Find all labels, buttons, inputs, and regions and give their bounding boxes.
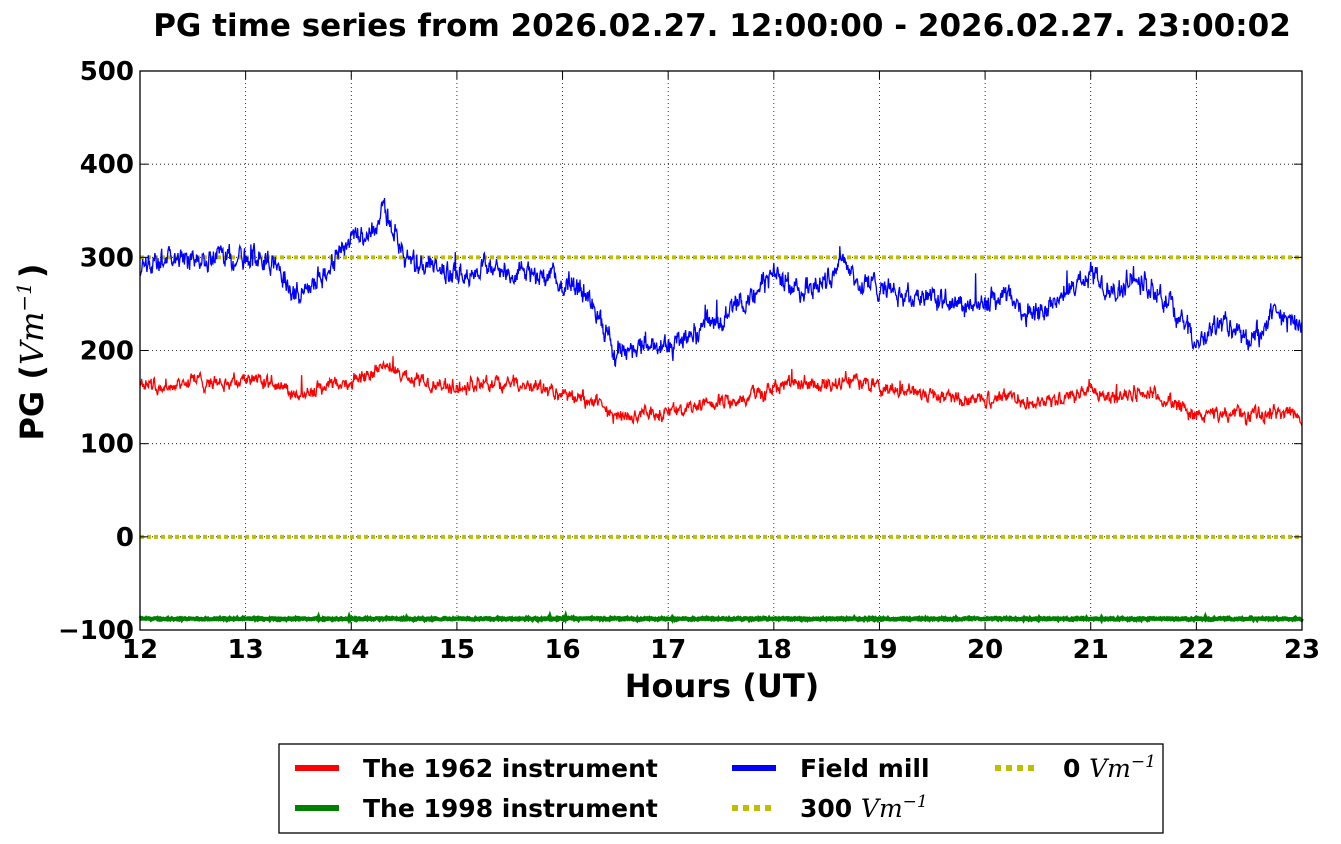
chart-title: PG time series from 2026.02.27. 12:00:00… xyxy=(153,8,1291,44)
x-tick-label: 23 xyxy=(1284,635,1320,665)
y-axis-label-suffix: ) xyxy=(13,263,51,278)
legend: The 1962 instrument The 1998 instrument Fi… xyxy=(278,743,1164,834)
x-tick-label: 17 xyxy=(650,635,686,665)
legend-label-text: 0 xyxy=(1063,754,1089,783)
legend-label-text: Field mill xyxy=(800,754,930,783)
series-line-1 xyxy=(138,609,1304,625)
x-tick-label: 13 xyxy=(228,635,264,665)
y-axis-label-unit: Vm xyxy=(13,312,51,365)
legend-items: The 1962 instrument The 1998 instrument Fi… xyxy=(295,752,1156,823)
x-tick-label: 14 xyxy=(333,635,369,665)
series-line-2 xyxy=(139,197,1303,368)
legend-item-1: The 1998 instrument xyxy=(295,794,658,823)
y-tick-label: 200 xyxy=(80,337,134,367)
y-tick-label: 400 xyxy=(80,150,134,180)
x-tick-label: 12 xyxy=(122,635,158,665)
y-axis-label-prefix: PG ( xyxy=(13,365,51,440)
series-line-0 xyxy=(139,356,1303,427)
legend-item-2: Field mill xyxy=(732,754,930,783)
legend-item-4: 0 Vm−1 xyxy=(995,752,1156,783)
legend-item-3: 300 Vm−1 xyxy=(732,792,928,823)
legend-label: The 1962 instrument xyxy=(363,754,658,783)
legend-label: 0 Vm−1 xyxy=(1063,752,1156,783)
x-tick-label: 19 xyxy=(861,635,897,665)
y-axis-label-exponent: −1 xyxy=(12,282,36,311)
x-tick-label: 15 xyxy=(439,635,475,665)
y-tick-label: 0 xyxy=(116,523,134,553)
legend-label-text: 300 xyxy=(800,794,861,823)
y-tick-label: 300 xyxy=(80,243,134,273)
x-axis-label: Hours (UT) xyxy=(625,667,820,705)
x-tick-label: 16 xyxy=(544,635,580,665)
y-tick-label: 100 xyxy=(80,430,134,460)
legend-label-unit: Vm xyxy=(861,794,903,823)
x-tick-label: 20 xyxy=(967,635,1003,665)
legend-label-text: The 1998 instrument xyxy=(363,794,658,823)
x-tick-label: 21 xyxy=(1073,635,1109,665)
y-tick-label: −100 xyxy=(58,616,134,646)
y-axis-label: PG (Vm−1) xyxy=(12,263,51,440)
legend-label-exponent: −1 xyxy=(903,792,928,812)
legend-label-text: The 1962 instrument xyxy=(363,754,658,783)
legend-label: Field mill xyxy=(800,754,930,783)
legend-label: The 1998 instrument xyxy=(363,794,658,823)
y-tick-label: 500 xyxy=(80,57,134,87)
legend-item-0: The 1962 instrument xyxy=(295,754,658,783)
legend-label-exponent: −1 xyxy=(1131,752,1156,772)
grid-lines xyxy=(140,71,1302,630)
legend-box xyxy=(278,743,1164,834)
series-layer xyxy=(138,197,1304,625)
y-tick-labels: −100 0 100 200 300 400 500 xyxy=(58,57,134,646)
ticks xyxy=(139,70,1303,631)
legend-label-unit: Vm xyxy=(1089,754,1131,783)
legend-label: 300 Vm−1 xyxy=(800,792,928,823)
x-tick-labels: 12 13 14 15 16 17 18 19 20 21 22 23 xyxy=(122,635,1320,665)
x-tick-label: 18 xyxy=(756,635,792,665)
x-tick-label: 22 xyxy=(1178,635,1214,665)
